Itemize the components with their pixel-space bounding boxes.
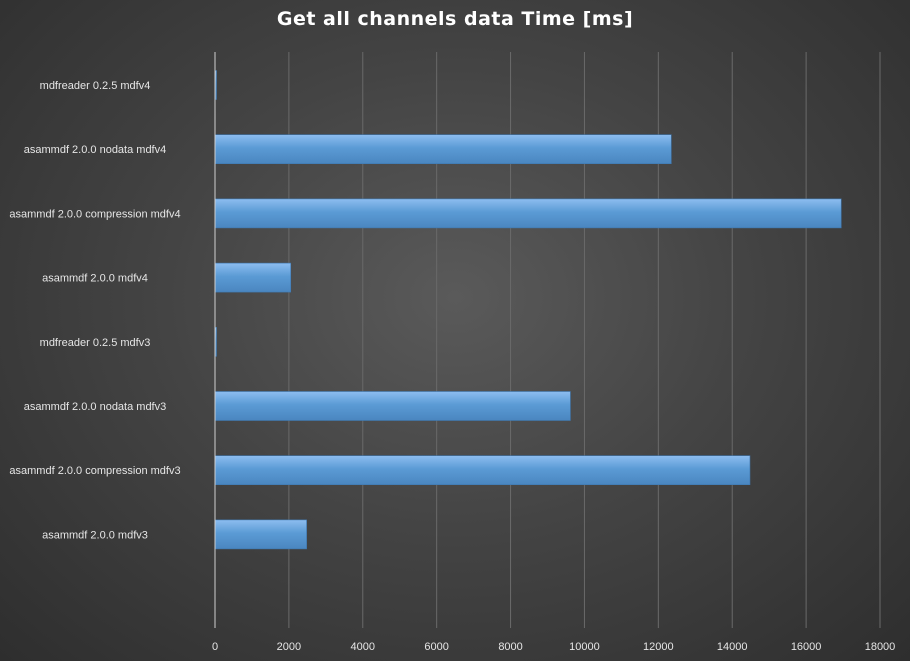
x-tick-label: 12000: [643, 641, 674, 653]
x-tick-label: 0: [212, 641, 218, 653]
x-tick-label: 18000: [865, 641, 896, 653]
x-tick-label: 4000: [351, 641, 375, 653]
category-label: asammdf 2.0.0 compression mdfv4: [9, 208, 180, 220]
category-label: asammdf 2.0.0 nodata mdfv3: [24, 401, 166, 413]
bar: [214, 519, 307, 550]
gridlines: [288, 52, 881, 628]
chart-title: Get all channels data Time [ms]: [276, 8, 634, 30]
bar: [214, 262, 292, 293]
bar: [214, 198, 842, 229]
x-tick-label: 8000: [498, 641, 522, 653]
category-label: asammdf 2.0.0 mdfv3: [42, 529, 148, 541]
x-tick-label: 16000: [791, 641, 822, 653]
bars: [214, 70, 842, 550]
x-tick-label: 2000: [277, 641, 301, 653]
category-labels: mdfreader 0.2.5 mdfv4 asammdf 2.0.0 nodat…: [9, 80, 180, 541]
bar: [214, 455, 751, 486]
x-tick-labels: 0 2000 4000 6000 8000 10000 12000 14000 16000 180…: [212, 641, 895, 653]
category-label: mdfreader 0.2.5 mdfv3: [40, 337, 151, 349]
category-label: asammdf 2.0.0 nodata mdfv4: [24, 144, 166, 156]
category-label: asammdf 2.0.0 compression mdfv3: [9, 465, 180, 477]
bar: [214, 134, 672, 164]
category-label: mdfreader 0.2.5 mdfv4: [40, 80, 151, 92]
category-label: asammdf 2.0.0 mdfv4: [42, 273, 148, 285]
bar: [214, 391, 571, 421]
x-tick-label: 10000: [569, 641, 600, 653]
x-tick-label: 14000: [717, 641, 748, 653]
x-tick-label: 6000: [424, 641, 448, 653]
